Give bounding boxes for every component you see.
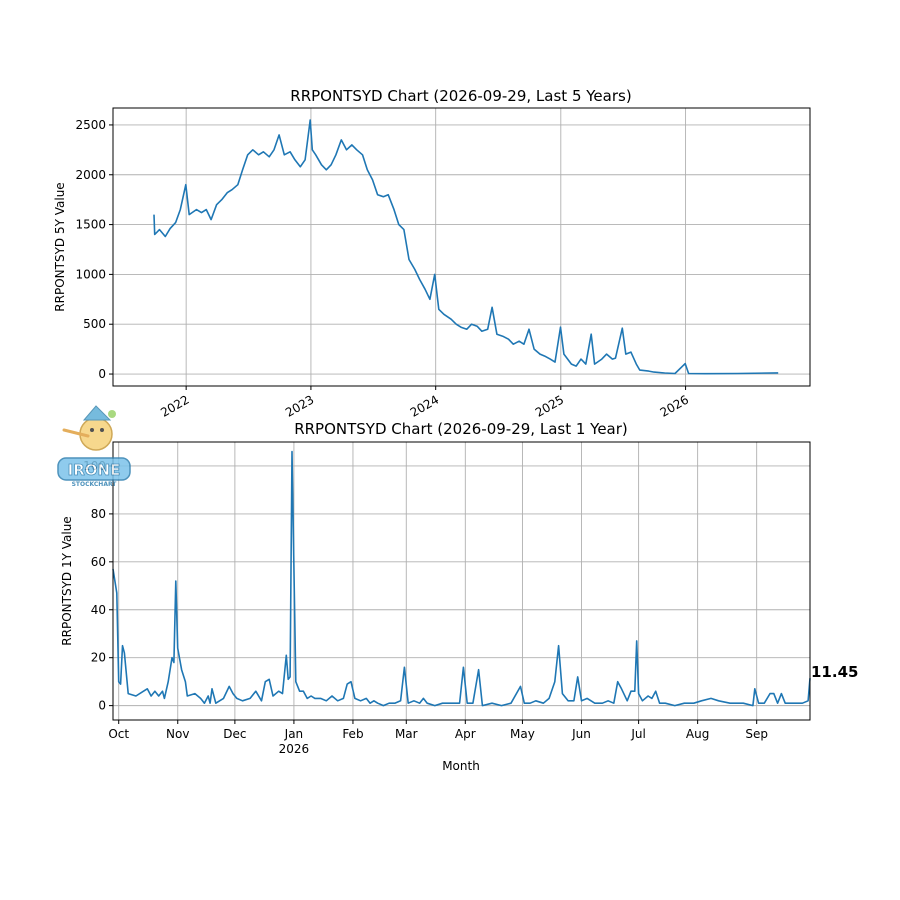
chart-1-year-xtick-label: Oct bbox=[108, 727, 129, 741]
chart-1-year-ticks: 020406080100OctNovDecJan2026FebMarAprMay… bbox=[83, 459, 768, 756]
chart-5-year-ytick-label: 1000 bbox=[75, 267, 106, 281]
chart-5-year-title: RRPONTSYD Chart (2026-09-29, Last 5 Year… bbox=[290, 87, 631, 105]
chart-5-year-ticks: 0 500 1000 1500 2000 2500 2022 2023 2024 2025 2026 bbox=[75, 118, 691, 420]
chart-1-year-ytick-label: 80 bbox=[91, 507, 106, 521]
chart-5-year: RRPONTSYD Chart (2026-09-29, Last 5 Year… bbox=[53, 87, 811, 420]
chart-1-year-xlabel: Month bbox=[442, 759, 480, 773]
chart-1-year-xtick-label: Jun bbox=[571, 727, 591, 741]
chart-1-year-ytick-label: 40 bbox=[91, 603, 106, 617]
chart-5-year-ytick-label: 2000 bbox=[75, 168, 106, 182]
chart-1-year: RRPONTSYD Chart (2026-09-29, Last 1 Year… bbox=[60, 420, 858, 773]
chart-5-year-xtick-label: 2024 bbox=[408, 392, 441, 419]
chart-5-year-xtick-label: 2026 bbox=[658, 392, 691, 419]
chart-5-year-ylabel: RRPONTSYD 5Y Value bbox=[53, 182, 67, 311]
chart-5-year-ytick-label: 0 bbox=[98, 367, 106, 381]
chart-1-year-xtick-sublabel: 2026 bbox=[279, 742, 310, 756]
chart-5-year-ytick-label: 500 bbox=[83, 317, 106, 331]
chart-1-year-xtick-label: Jan bbox=[284, 727, 304, 741]
chart-1-year-xtick-label: Feb bbox=[342, 727, 363, 741]
pinocchio-mascot-logo: IRONE STOCKCHART bbox=[57, 405, 131, 488]
chart-1-year-ytick-label: 20 bbox=[91, 651, 106, 665]
chart-5-year-ytick-label: 1500 bbox=[75, 218, 106, 232]
chart-5-year-series-line bbox=[153, 119, 779, 375]
chart-1-year-xtick-label: Aug bbox=[686, 727, 709, 741]
chart-1-year-ytick-label: 0 bbox=[98, 699, 106, 713]
chart-5-year-xtick-label: 2023 bbox=[283, 392, 316, 419]
chart-5-year-ytick-label: 2500 bbox=[75, 118, 106, 132]
chart-1-year-title: RRPONTSYD Chart (2026-09-29, Last 1 Year… bbox=[294, 420, 628, 438]
watermark-subtext: STOCKCHART bbox=[72, 481, 118, 488]
chart-5-year-grid bbox=[113, 108, 810, 386]
watermark-text: IRONE bbox=[68, 461, 121, 479]
chart-1-year-xtick-label: Dec bbox=[223, 727, 246, 741]
last-value-label: 11.45 bbox=[811, 663, 858, 681]
chart-1-year-xtick-label: Apr bbox=[455, 727, 476, 741]
chart-1-year-ytick-label: 60 bbox=[91, 555, 106, 569]
chart-1-year-xtick-label: Sep bbox=[745, 727, 768, 741]
chart-1-year-xtick-label: May bbox=[510, 727, 535, 741]
chart-1-year-xtick-label: Mar bbox=[395, 727, 418, 741]
chart-1-year-xtick-label: Nov bbox=[166, 727, 189, 741]
chart-1-year-xtick-label: Jul bbox=[630, 727, 645, 741]
chart-1-year-ylabel: RRPONTSYD 1Y Value bbox=[60, 516, 74, 645]
chart-5-year-xtick-label: 2022 bbox=[158, 392, 191, 419]
chart-1-year-plot-frame bbox=[112, 441, 811, 721]
chart-5-year-plot-frame bbox=[112, 107, 811, 387]
chart-1-year-series-line bbox=[112, 450, 811, 707]
chart-5-year-xtick-label: 2025 bbox=[533, 392, 566, 419]
